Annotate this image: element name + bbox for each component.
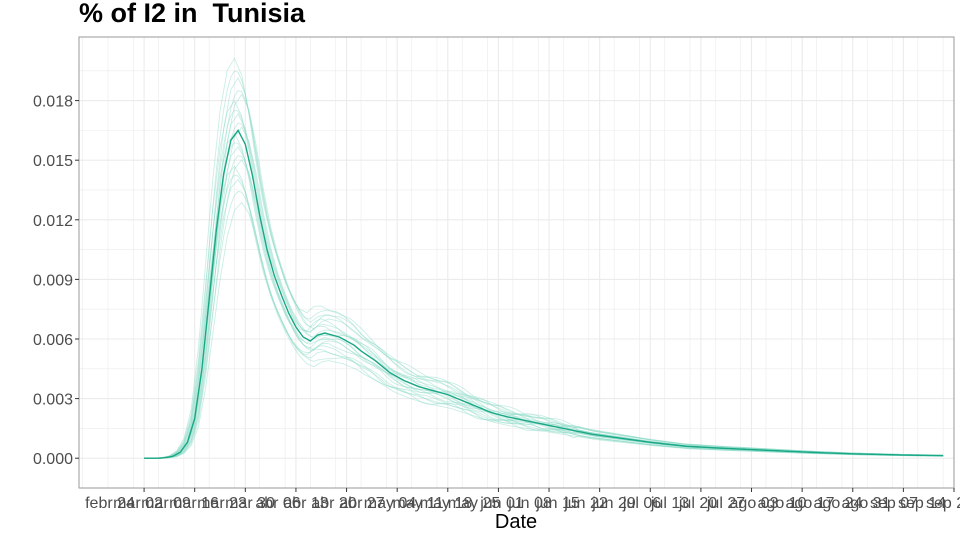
y-tick-label: 0.009 [33,272,73,289]
x-axis-label: Date [0,511,960,534]
y-axis-ticks: 0.000 0.003 0.006 0.009 0.012 0.015 0.018 [33,94,79,469]
x-tick-label: sep 21 [926,495,960,512]
ensemble-line [144,134,943,459]
ensemble-line [144,71,943,458]
y-tick-label: 0.003 [33,392,73,409]
ensemble-line [144,166,943,458]
y-tick-label: 0.000 [33,451,73,468]
ensemble-line [144,127,943,458]
y-tick-label: 0.018 [33,94,73,111]
median-series-line [144,130,943,458]
y-tick-label: 0.012 [33,213,73,230]
ensemble-line [144,123,943,458]
ensemble-line [144,114,943,458]
median-line-layer [144,130,943,458]
y-tick-label: 0.006 [33,332,73,349]
y-tick-label: 0.015 [33,153,73,170]
ensemble-line [144,110,943,458]
ensemble-line [144,94,943,458]
